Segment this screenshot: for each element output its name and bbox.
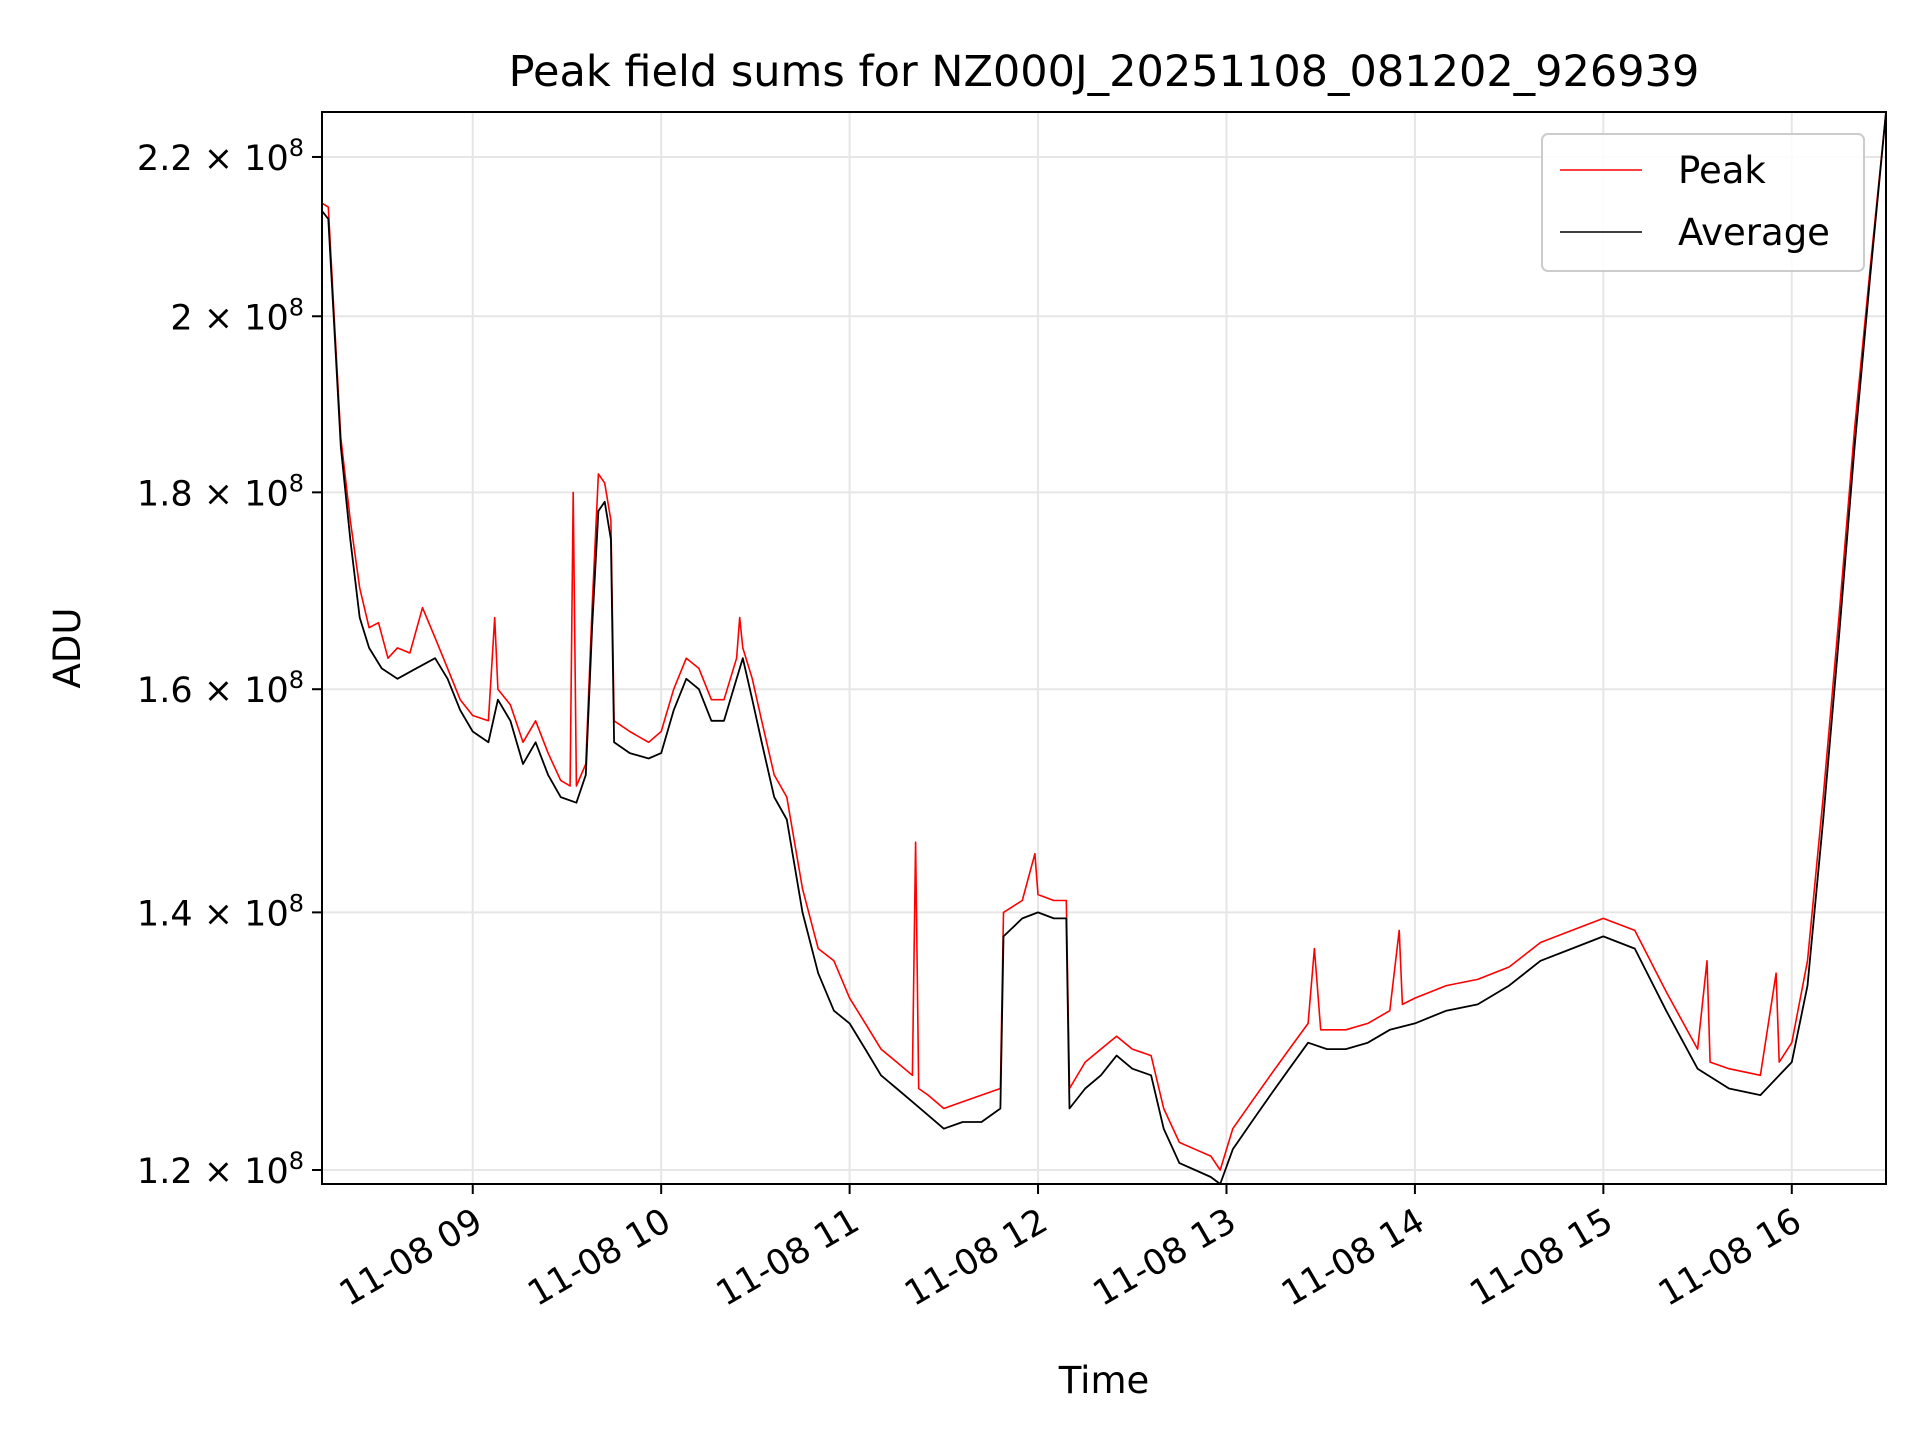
legend-label-peak: Peak <box>1678 149 1766 192</box>
y-tick-exponent: 8 <box>289 1147 304 1175</box>
grid <box>322 112 1886 1184</box>
y-tick-base: × 10 <box>204 139 289 179</box>
y-tick-mantissa: 2.2 <box>137 139 204 179</box>
y-tick-label: 2 × 108 <box>170 293 304 338</box>
y-tick-mantissa: 2 <box>170 298 203 338</box>
y-tick-base: × 10 <box>204 671 289 711</box>
y-tick-label: 2.2 × 108 <box>137 134 304 179</box>
plot-frame <box>321 111 1887 1185</box>
y-tick-base: × 10 <box>204 1152 289 1192</box>
y-tick-mantissa: 1.8 <box>137 474 204 514</box>
y-tick-base: × 10 <box>204 474 289 514</box>
y-tick-base: × 10 <box>204 298 289 338</box>
legend: Peak Average <box>1541 133 1865 272</box>
y-axis-label: ADU <box>46 608 89 689</box>
y-tick-exponent: 8 <box>289 293 304 321</box>
series-line-peak <box>321 111 1887 1171</box>
y-tick-mantissa: 1.2 <box>137 1152 204 1192</box>
y-tick-label: 1.6 × 108 <box>137 666 304 711</box>
y-tick-label: 1.8 × 108 <box>137 469 304 514</box>
legend-label-average: Average <box>1678 211 1830 254</box>
series-line-average <box>321 111 1887 1185</box>
y-tick-base: × 10 <box>204 894 289 934</box>
y-tick-exponent: 8 <box>289 134 304 162</box>
y-tick-exponent: 8 <box>289 469 304 497</box>
y-tick-mantissa: 1.6 <box>137 671 204 711</box>
series-lines <box>321 111 1887 1185</box>
y-tick-exponent: 8 <box>289 889 304 917</box>
y-tick-mantissa: 1.4 <box>137 894 204 934</box>
y-tick-label: 1.2 × 108 <box>137 1147 304 1192</box>
legend-box <box>1541 133 1865 272</box>
y-tick-label: 1.4 × 108 <box>137 889 304 934</box>
y-tick-exponent: 8 <box>289 666 304 694</box>
chart-title: Peak field sums for NZ000J_20251108_0812… <box>509 47 1700 97</box>
x-axis-label: Time <box>1058 1359 1150 1402</box>
